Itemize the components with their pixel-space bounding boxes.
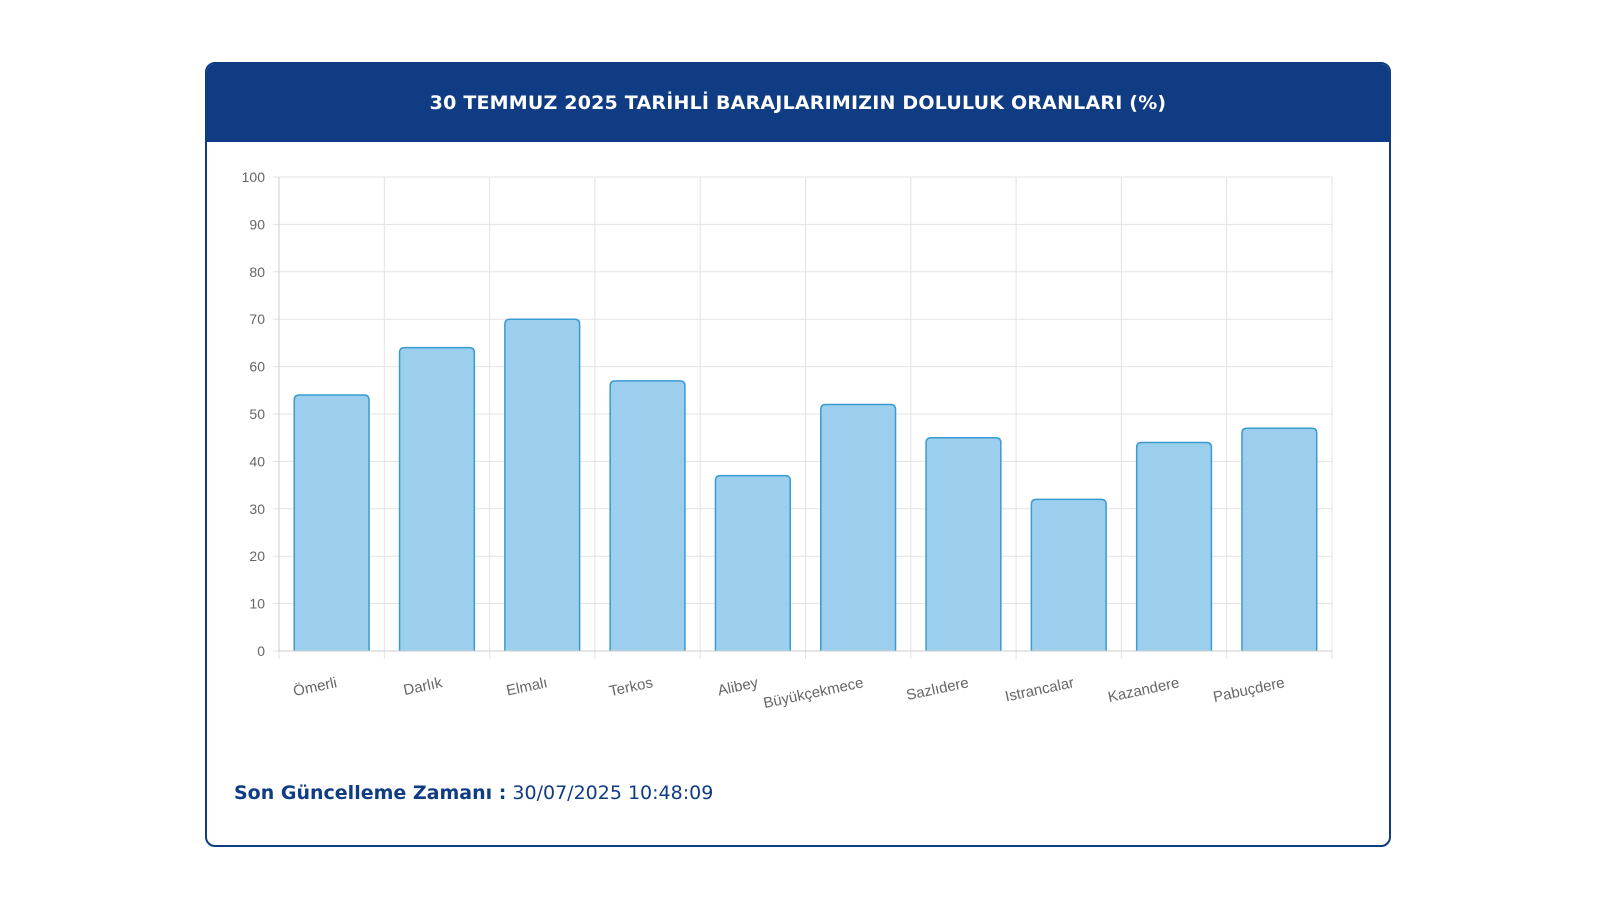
- x-tick-label: Sazlıdere: [905, 674, 971, 704]
- x-tick-label: Darlık: [402, 674, 444, 699]
- y-tick-label: 70: [249, 311, 265, 327]
- bar-terkos[interactable]: [609, 380, 686, 651]
- x-tick-label: Alibey: [716, 674, 760, 699]
- y-tick-label: 80: [249, 264, 265, 280]
- card-header: 30 TEMMUZ 2025 TARİHLİ BARAJLARIMIZIN DO…: [207, 64, 1389, 142]
- chart-area: 0 10 20 30 40 50 60 70 80 90 100 Ömerli Darlık Elmalı…: [207, 142, 1389, 742]
- y-tick-label: 100: [242, 169, 266, 185]
- y-tick-label: 10: [249, 596, 265, 612]
- x-tick-label: Ömerli: [292, 673, 339, 700]
- y-tick-label: 40: [249, 453, 265, 469]
- y-tick-label: 0: [257, 643, 265, 659]
- x-tick-label: Pabuçdere: [1212, 674, 1287, 706]
- last-update-value: 30/07/2025 10:48:09: [512, 782, 714, 804]
- bar-sazlıdere[interactable]: [925, 436, 1002, 651]
- bar-istrancalar[interactable]: [1030, 498, 1107, 651]
- bar-ömerli[interactable]: [293, 394, 370, 651]
- chart-card: 30 TEMMUZ 2025 TARİHLİ BARAJLARIMIZIN DO…: [205, 62, 1391, 847]
- y-tick-label: 60: [249, 359, 265, 375]
- bar-darlık[interactable]: [398, 346, 476, 651]
- bar-alibey[interactable]: [714, 474, 791, 651]
- bar-büyükçekmece[interactable]: [820, 403, 897, 651]
- bar-layer: [293, 318, 1318, 651]
- bar-pabuçdere[interactable]: [1241, 427, 1318, 651]
- x-tick-label: Terkos: [608, 674, 655, 700]
- x-tick-label: Kazandere: [1106, 674, 1181, 706]
- bar-elmalı[interactable]: [504, 318, 581, 651]
- x-tick-label: Istrancalar: [1004, 674, 1076, 705]
- chart-title: 30 TEMMUZ 2025 TARİHLİ BARAJLARIMIZIN DO…: [429, 92, 1167, 114]
- last-update: Son Güncelleme Zamanı : 30/07/2025 10:48…: [234, 782, 713, 804]
- y-tick-label: 50: [249, 406, 265, 422]
- x-tick-label: Büyükçekmece: [762, 674, 865, 712]
- last-update-label: Son Güncelleme Zamanı :: [234, 782, 507, 804]
- y-tick-label: 90: [249, 216, 265, 232]
- bar-kazandere[interactable]: [1135, 441, 1213, 651]
- y-tick-label: 30: [249, 501, 265, 517]
- y-tick-label: 20: [249, 548, 265, 564]
- bar-chart: 0 10 20 30 40 50 60 70 80 90 100 Ömerli Darlık Elmalı…: [242, 169, 1333, 712]
- x-tick-label: Elmalı: [505, 674, 549, 699]
